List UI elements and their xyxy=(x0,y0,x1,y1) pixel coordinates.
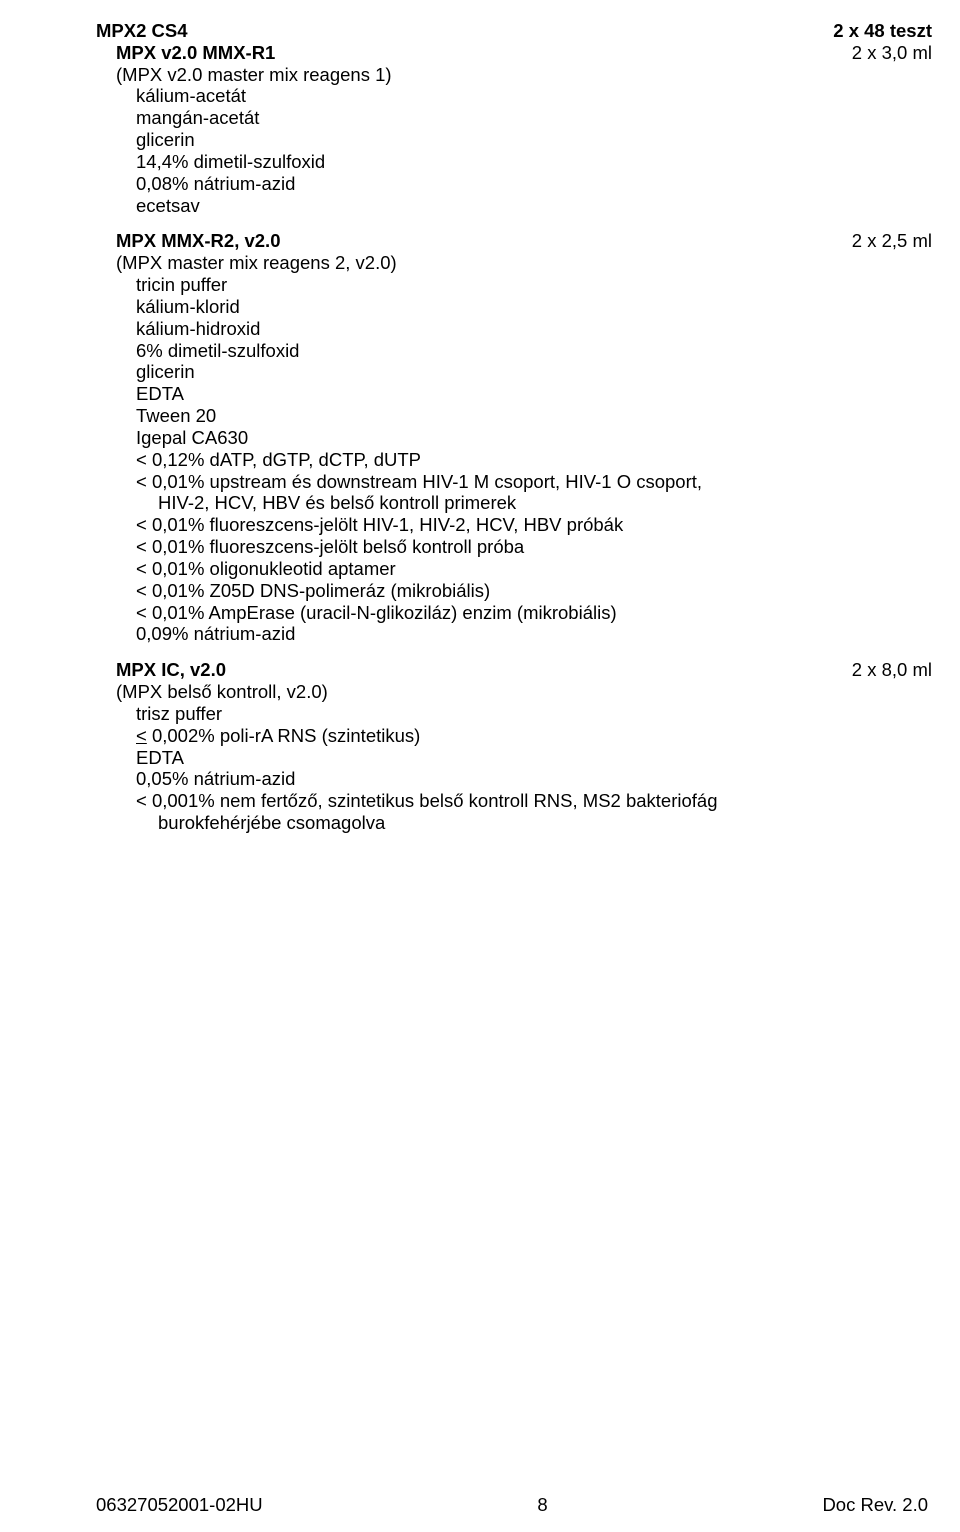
section2-wrap-line2: HIV-2, HCV, HBV és belső kontroll primer… xyxy=(96,492,932,514)
section3-item: EDTA xyxy=(96,747,932,769)
section1-item: mangán-acetát xyxy=(96,107,932,129)
section2-item: tricin puffer xyxy=(96,274,932,296)
section2-item: 6% dimetil-szulfoxid xyxy=(96,340,932,362)
section3-item: < 0,002% poli-rA RNS (szintetikus) xyxy=(96,725,932,747)
section3-item: trisz puffer xyxy=(96,703,932,725)
section3-item: 0,05% nátrium-azid xyxy=(96,768,932,790)
section2-item: < 0,12% dATP, dGTP, dCTP, dUTP xyxy=(96,449,932,471)
section3-right: 2 x 8,0 ml xyxy=(852,659,932,681)
section2-item: < 0,01% fluoreszcens-jelölt HIV-1, HIV-2… xyxy=(96,514,932,536)
section1-subtitle: (MPX v2.0 master mix reagens 1) xyxy=(96,64,932,86)
doc-header-title: MPX2 CS4 xyxy=(96,20,188,42)
section1-right: 2 x 3,0 ml xyxy=(852,42,932,64)
section3-subtitle: (MPX belső kontroll, v2.0) xyxy=(96,681,932,703)
footer-page-number: 8 xyxy=(537,1494,547,1516)
section2-item: < 0,01% Z05D DNS-polimeráz (mikrobiális) xyxy=(96,580,932,602)
section2-item: Igepal CA630 xyxy=(96,427,932,449)
section3-title: MPX IC, v2.0 xyxy=(116,659,226,681)
section2-item: 0,09% nátrium-azid xyxy=(96,623,932,645)
section1-item: 0,08% nátrium-azid xyxy=(96,173,932,195)
footer-left: 06327052001-02HU xyxy=(96,1494,263,1516)
section3-wrap-line1: < 0,001% nem fertőző, szintetikus belső … xyxy=(96,790,932,812)
section1-item: 14,4% dimetil-szulfoxid xyxy=(96,151,932,173)
section2-right: 2 x 2,5 ml xyxy=(852,230,932,252)
section2-wrap-line1: < 0,01% upstream és downstream HIV-1 M c… xyxy=(96,471,932,493)
section2-title: MPX MMX-R2, v2.0 xyxy=(116,230,281,252)
section1-item: ecetsav xyxy=(96,195,932,217)
section2-subtitle: (MPX master mix reagens 2, v2.0) xyxy=(96,252,932,274)
section2-item: glicerin xyxy=(96,361,932,383)
section2-item: < 0,01% oligonukleotid aptamer xyxy=(96,558,932,580)
doc-header-right: 2 x 48 teszt xyxy=(833,20,932,42)
section1-title: MPX v2.0 MMX-R1 xyxy=(116,42,275,64)
section2-item: < 0,01% AmpErase (uracil-N-glikoziláz) e… xyxy=(96,602,932,624)
section2-item: kálium-klorid xyxy=(96,296,932,318)
footer-right: Doc Rev. 2.0 xyxy=(822,1494,928,1516)
section2-item: EDTA xyxy=(96,383,932,405)
section1-item: kálium-acetát xyxy=(96,85,932,107)
section2-item: kálium-hidroxid xyxy=(96,318,932,340)
section2-item: Tween 20 xyxy=(96,405,932,427)
section3-wrap-line2: burokfehérjébe csomagolva xyxy=(96,812,932,834)
section1-item: glicerin xyxy=(96,129,932,151)
section2-item: < 0,01% fluoreszcens-jelölt belső kontro… xyxy=(96,536,932,558)
